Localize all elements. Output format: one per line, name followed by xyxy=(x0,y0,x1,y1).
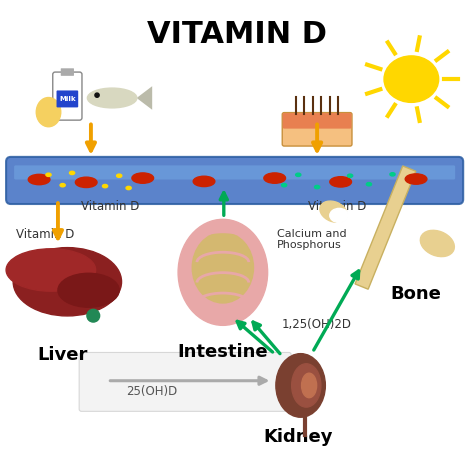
Ellipse shape xyxy=(36,98,61,127)
Polygon shape xyxy=(137,86,152,110)
Ellipse shape xyxy=(330,177,352,187)
Ellipse shape xyxy=(126,186,131,190)
Ellipse shape xyxy=(347,174,353,177)
FancyBboxPatch shape xyxy=(61,68,74,76)
Ellipse shape xyxy=(276,354,325,417)
Ellipse shape xyxy=(193,176,215,187)
Text: Bone: Bone xyxy=(391,284,441,302)
Ellipse shape xyxy=(384,56,438,102)
Text: 25(OH)D: 25(OH)D xyxy=(127,385,178,399)
Text: Milk: Milk xyxy=(59,96,76,102)
Ellipse shape xyxy=(366,182,372,186)
Ellipse shape xyxy=(46,173,51,176)
Ellipse shape xyxy=(6,249,96,291)
Ellipse shape xyxy=(132,173,154,183)
Ellipse shape xyxy=(264,173,285,183)
Ellipse shape xyxy=(178,219,268,325)
Text: Intestine: Intestine xyxy=(178,344,268,362)
Ellipse shape xyxy=(330,209,348,222)
Ellipse shape xyxy=(405,174,427,184)
Ellipse shape xyxy=(58,273,119,307)
Ellipse shape xyxy=(28,174,50,185)
Ellipse shape xyxy=(315,185,319,189)
Text: Calcium and
Phosphorus: Calcium and Phosphorus xyxy=(277,228,346,250)
Text: Liver: Liver xyxy=(37,346,88,364)
Ellipse shape xyxy=(70,171,75,174)
Ellipse shape xyxy=(420,230,455,256)
Ellipse shape xyxy=(292,364,321,407)
Ellipse shape xyxy=(301,373,317,398)
FancyBboxPatch shape xyxy=(283,113,352,128)
Text: Vitamin D: Vitamin D xyxy=(308,200,366,213)
Ellipse shape xyxy=(390,173,395,176)
Ellipse shape xyxy=(320,201,347,222)
Ellipse shape xyxy=(75,177,97,188)
Ellipse shape xyxy=(117,174,122,177)
FancyBboxPatch shape xyxy=(53,72,82,120)
FancyBboxPatch shape xyxy=(6,157,463,204)
Text: 1,25(OH)2D: 1,25(OH)2D xyxy=(282,318,352,331)
FancyBboxPatch shape xyxy=(14,165,455,180)
Text: Vitamin D: Vitamin D xyxy=(16,228,74,241)
Text: VITAMIN D: VITAMIN D xyxy=(147,20,327,49)
FancyBboxPatch shape xyxy=(282,113,352,146)
Ellipse shape xyxy=(296,173,301,176)
FancyBboxPatch shape xyxy=(56,91,78,108)
Polygon shape xyxy=(355,166,416,289)
Ellipse shape xyxy=(95,93,99,97)
Ellipse shape xyxy=(87,88,137,108)
Text: Vitamin D: Vitamin D xyxy=(82,200,140,213)
Ellipse shape xyxy=(13,247,121,316)
Ellipse shape xyxy=(60,183,65,187)
Text: Kidney: Kidney xyxy=(264,428,333,446)
Ellipse shape xyxy=(192,232,254,303)
Ellipse shape xyxy=(87,310,100,322)
Ellipse shape xyxy=(102,184,108,188)
FancyBboxPatch shape xyxy=(79,353,291,411)
Ellipse shape xyxy=(282,183,287,187)
